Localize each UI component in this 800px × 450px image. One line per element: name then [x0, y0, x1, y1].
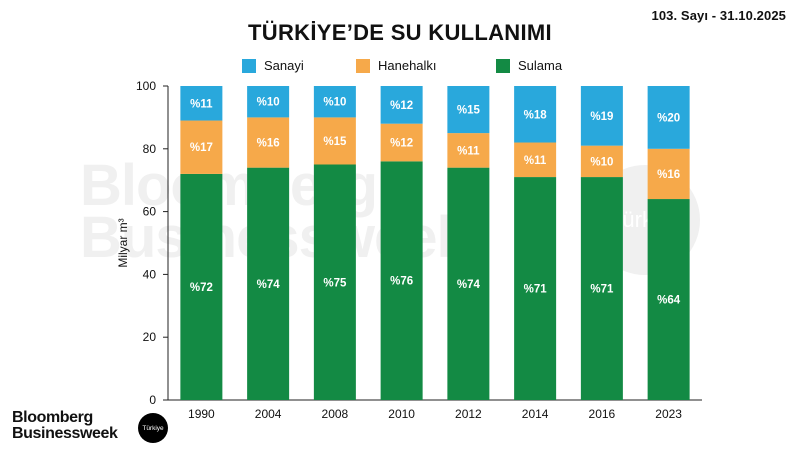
- data-label-hanehalki: %12: [390, 138, 413, 150]
- bar-segment-sulama: [313, 164, 356, 400]
- bar-segment-hanehalki: [647, 148, 690, 200]
- bar-segment-hanehalki: [514, 142, 557, 178]
- bar-segment-sanayi: [514, 86, 557, 143]
- brand-logo: Bloomberg Businessweek: [12, 409, 118, 442]
- bar-segment-sulama: [380, 161, 423, 400]
- bar-segment-sulama: [647, 199, 690, 400]
- data-label-sanayi: %12: [390, 100, 413, 112]
- data-label-sulama: %75: [323, 277, 347, 289]
- x-tick-label: 2012: [455, 407, 482, 421]
- legend-swatch-hanehalki: [356, 58, 370, 73]
- x-tick-label: 2010: [388, 407, 415, 421]
- legend-swatch-sanayi: [242, 58, 256, 73]
- bar-segment-hanehalki: [447, 133, 490, 168]
- bar-segment-sulama: [514, 177, 557, 400]
- data-label-sulama: %71: [590, 284, 614, 296]
- x-tick-label: 2023: [655, 407, 682, 421]
- data-label-sanayi: %20: [657, 112, 680, 124]
- bar-segment-hanehalki: [580, 145, 623, 178]
- y-tick-label: 100: [136, 79, 156, 93]
- y-axis-label: Milyar m³: [116, 218, 130, 267]
- data-label-sanayi: %19: [590, 111, 613, 123]
- data-label-sulama: %74: [257, 279, 281, 291]
- bar-segment-hanehalki: [247, 117, 290, 168]
- legend-item-hanehalki: Hanehalkı: [356, 58, 437, 73]
- data-label-sulama: %71: [524, 284, 548, 296]
- bar-segment-sanayi: [247, 86, 290, 118]
- legend-label-sulama: Sulama: [518, 58, 563, 73]
- legend-label-sanayi: Sanayi: [264, 58, 304, 73]
- data-label-sanayi: %18: [524, 109, 548, 121]
- bar-segment-hanehalki: [313, 117, 356, 165]
- data-label-hanehalki: %16: [257, 138, 280, 150]
- x-tick-label: 2004: [255, 407, 282, 421]
- data-label-sanayi: %10: [323, 97, 346, 109]
- bar-segment-sulama: [247, 167, 290, 400]
- data-label-hanehalki: %11: [457, 145, 480, 157]
- legend: Sanayi Hanehalkı Sulama: [0, 58, 800, 76]
- bar-segment-sanayi: [580, 86, 623, 146]
- bar-segment-sanayi: [380, 86, 423, 124]
- legend-swatch-sulama: [496, 58, 510, 73]
- y-tick-label: 80: [143, 142, 157, 156]
- data-label-sanayi: %10: [257, 97, 280, 109]
- bar-segment-hanehalki: [380, 123, 423, 162]
- data-label-sanayi: %11: [190, 98, 213, 110]
- y-tick-label: 20: [143, 330, 157, 344]
- bar-segment-sanayi: [180, 86, 223, 121]
- x-tick-label: 2014: [522, 407, 549, 421]
- issue-date: 103. Sayı - 31.10.2025: [651, 8, 786, 23]
- bar-segment-sulama: [447, 167, 490, 400]
- data-label-sulama: %72: [190, 282, 213, 294]
- brand-badge: Türkiye: [138, 413, 168, 443]
- x-tick-label: 2016: [589, 407, 616, 421]
- bar-segment-sanayi: [647, 86, 690, 149]
- data-label-sulama: %64: [657, 295, 681, 307]
- data-label-hanehalki: %10: [590, 156, 613, 168]
- data-label-hanehalki: %11: [524, 155, 547, 167]
- bar-segment-sanayi: [313, 86, 356, 118]
- brand-line-2: Businessweek: [12, 425, 118, 442]
- bar-segment-sulama: [180, 173, 223, 400]
- bar-segment-sanayi: [447, 86, 490, 134]
- brand-line-1: Bloomberg: [12, 409, 93, 426]
- x-tick-label: 1990: [188, 407, 215, 421]
- data-label-hanehalki: %15: [323, 136, 347, 148]
- data-label-sanayi: %15: [457, 105, 481, 117]
- x-tick-label: 2008: [322, 407, 349, 421]
- data-label-hanehalki: %17: [190, 142, 213, 154]
- y-tick-label: 60: [143, 205, 157, 219]
- legend-item-sanayi: Sanayi: [242, 58, 304, 73]
- y-tick-label: 40: [143, 267, 157, 281]
- data-label-hanehalki: %16: [657, 169, 680, 181]
- y-tick-label: 0: [149, 393, 156, 407]
- legend-label-hanehalki: Hanehalkı: [378, 58, 437, 73]
- bar-segment-hanehalki: [180, 120, 223, 174]
- chart-title: TÜRKİYE’DE SU KULLANIMI: [248, 20, 552, 45]
- legend-item-sulama: Sulama: [496, 58, 562, 73]
- bar-segment-sulama: [580, 177, 623, 400]
- data-label-sulama: %74: [457, 279, 481, 291]
- data-label-sulama: %76: [390, 276, 413, 288]
